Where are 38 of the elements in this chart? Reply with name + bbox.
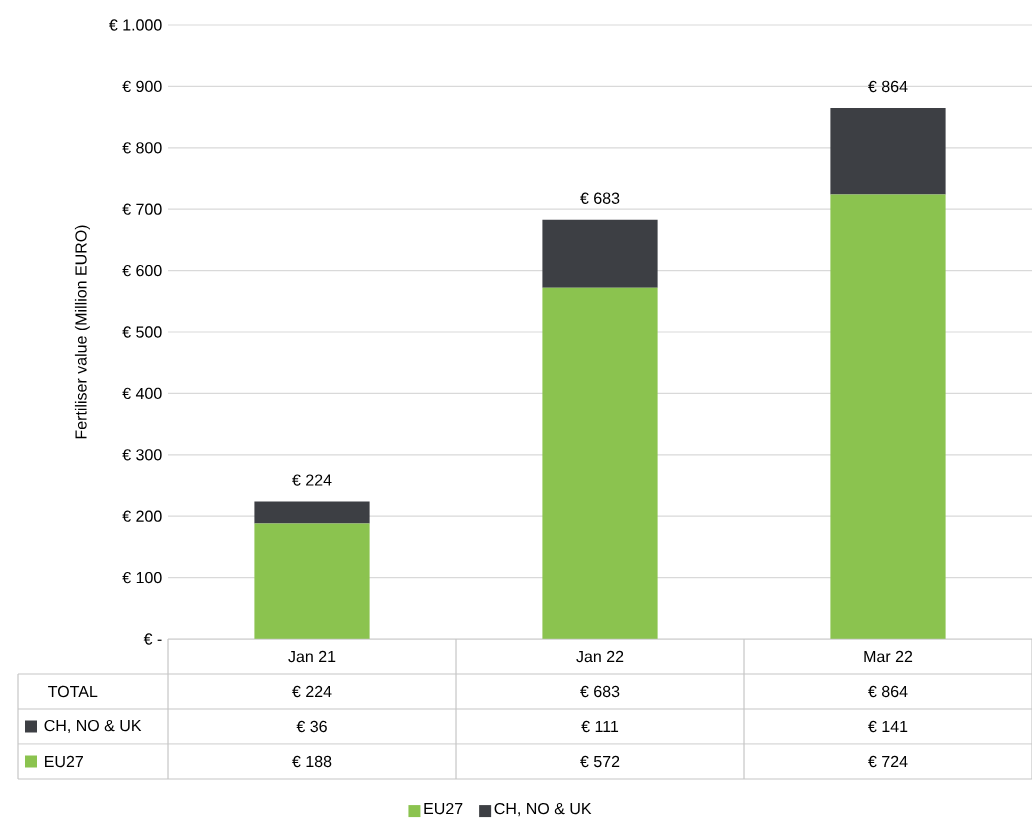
text: € 864 xyxy=(868,685,908,698)
y-tick-label: € - xyxy=(143,633,162,645)
data-label: € 572 xyxy=(580,755,620,768)
bar xyxy=(254,523,370,639)
total-label: € 864 xyxy=(868,80,908,93)
y-tick-label: € 900 xyxy=(122,80,162,93)
y-tick-label: € 400 xyxy=(122,387,162,400)
data-label: € 36 xyxy=(296,720,327,733)
text: € 683 xyxy=(580,685,620,698)
bar xyxy=(254,501,370,524)
data-label: € 188 xyxy=(292,755,332,768)
bar xyxy=(830,107,946,195)
total-label: € 683 xyxy=(580,192,620,204)
bar xyxy=(542,287,658,639)
y-tick-label: € 300 xyxy=(122,449,162,461)
y-tick-label: € 600 xyxy=(122,264,162,277)
text: TOTAL xyxy=(48,685,98,698)
bar xyxy=(830,194,946,639)
x-tick-label: Mar 22 xyxy=(864,650,913,663)
text: € 224 xyxy=(292,685,332,698)
y-tick-label: € 100 xyxy=(122,571,162,584)
text: CH, NO & UK xyxy=(494,802,592,817)
total-label: € 224 xyxy=(292,474,332,486)
y-tick-label: € 200 xyxy=(122,510,162,522)
legend-label: CH, NO & UK xyxy=(44,719,142,734)
y-tick-label: € 1.000 xyxy=(109,19,162,31)
x-tick-label: Jan 22 xyxy=(576,650,624,663)
y-tick-label: € 700 xyxy=(122,203,162,215)
data-label: € 111 xyxy=(581,720,619,733)
text: EU27 xyxy=(45,755,83,768)
y-tick-label: € 800 xyxy=(122,142,162,154)
data-label: € 141 xyxy=(868,720,908,733)
bar xyxy=(542,219,658,288)
data-label: € 724 xyxy=(868,755,908,768)
y-tick-label: € 500 xyxy=(122,326,162,338)
y-axis-title: Fertiliser value (Million EURO) xyxy=(74,225,90,439)
legend-label: EU27 xyxy=(424,802,463,815)
x-tick-label: Jan 21 xyxy=(288,650,336,663)
